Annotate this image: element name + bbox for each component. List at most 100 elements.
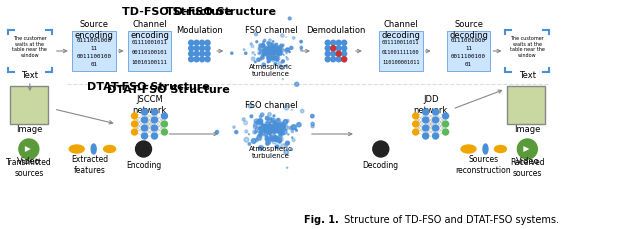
Circle shape — [272, 56, 273, 57]
Circle shape — [266, 138, 269, 142]
Circle shape — [325, 52, 330, 57]
Text: DTAT-FSO Structure: DTAT-FSO Structure — [107, 85, 229, 95]
Circle shape — [276, 60, 278, 62]
Circle shape — [282, 130, 287, 135]
Circle shape — [282, 61, 284, 63]
Text: The customer
waits at the
table near the
window: The customer waits at the table near the… — [12, 36, 47, 58]
Circle shape — [250, 44, 252, 46]
Circle shape — [272, 140, 276, 144]
Circle shape — [285, 142, 289, 145]
Ellipse shape — [495, 146, 506, 153]
Circle shape — [244, 130, 248, 134]
FancyBboxPatch shape — [72, 32, 116, 72]
Circle shape — [255, 122, 257, 123]
Circle shape — [268, 49, 269, 50]
Circle shape — [287, 167, 288, 169]
Circle shape — [277, 56, 278, 57]
Circle shape — [278, 140, 281, 143]
Circle shape — [278, 49, 280, 51]
Circle shape — [422, 109, 429, 115]
Circle shape — [342, 52, 347, 57]
Circle shape — [282, 128, 286, 132]
Circle shape — [271, 130, 273, 131]
Circle shape — [258, 129, 259, 130]
Circle shape — [244, 138, 249, 142]
Circle shape — [342, 46, 347, 52]
Circle shape — [200, 57, 205, 63]
Text: FSO channel: FSO channel — [244, 100, 298, 109]
Circle shape — [271, 127, 273, 129]
Circle shape — [269, 48, 271, 51]
Circle shape — [141, 109, 147, 115]
Circle shape — [280, 124, 285, 129]
Circle shape — [276, 61, 278, 62]
Circle shape — [264, 48, 267, 51]
Circle shape — [270, 56, 271, 58]
Circle shape — [273, 57, 277, 61]
Circle shape — [268, 46, 271, 50]
Circle shape — [268, 127, 273, 132]
Circle shape — [274, 122, 277, 125]
Circle shape — [271, 51, 273, 53]
Circle shape — [269, 49, 273, 53]
Circle shape — [216, 131, 219, 134]
Circle shape — [292, 125, 296, 130]
Circle shape — [336, 41, 341, 46]
Circle shape — [273, 50, 276, 53]
Circle shape — [270, 137, 273, 141]
Text: Transmitted
sources: Transmitted sources — [6, 158, 52, 177]
Circle shape — [266, 129, 269, 132]
Text: 0111001000: 0111001000 — [451, 37, 486, 42]
Circle shape — [271, 119, 275, 123]
Circle shape — [300, 49, 302, 51]
Circle shape — [270, 125, 273, 128]
Circle shape — [264, 50, 268, 53]
Circle shape — [141, 117, 147, 123]
Circle shape — [422, 134, 429, 139]
Circle shape — [269, 129, 272, 131]
FancyBboxPatch shape — [447, 32, 490, 72]
Circle shape — [274, 47, 276, 49]
Circle shape — [270, 51, 272, 53]
Circle shape — [189, 52, 194, 57]
Circle shape — [282, 79, 284, 80]
Circle shape — [255, 132, 256, 133]
Circle shape — [285, 143, 288, 146]
Circle shape — [275, 44, 278, 47]
Circle shape — [272, 51, 274, 53]
Circle shape — [265, 53, 269, 57]
Text: JDD
network: JDD network — [413, 95, 448, 114]
Circle shape — [286, 57, 287, 58]
Circle shape — [271, 121, 273, 123]
Circle shape — [275, 44, 277, 46]
Circle shape — [443, 121, 449, 128]
Circle shape — [262, 45, 264, 48]
Circle shape — [262, 50, 263, 51]
Circle shape — [283, 120, 288, 125]
Circle shape — [279, 51, 282, 53]
Text: Source
encoding: Source encoding — [74, 20, 113, 40]
Circle shape — [205, 46, 210, 52]
Circle shape — [132, 114, 138, 120]
Circle shape — [277, 124, 282, 129]
Circle shape — [194, 52, 199, 57]
Circle shape — [267, 130, 272, 135]
Circle shape — [269, 50, 271, 52]
Circle shape — [278, 49, 280, 52]
Circle shape — [269, 50, 271, 52]
Circle shape — [270, 132, 271, 133]
Circle shape — [194, 57, 199, 63]
Circle shape — [254, 120, 259, 124]
Circle shape — [275, 50, 276, 52]
Text: Encoding: Encoding — [126, 160, 161, 169]
Circle shape — [267, 50, 269, 52]
Circle shape — [269, 136, 272, 138]
Circle shape — [266, 141, 270, 145]
Circle shape — [262, 129, 266, 133]
Circle shape — [296, 130, 298, 132]
Circle shape — [194, 46, 199, 52]
Circle shape — [266, 143, 268, 145]
Circle shape — [268, 125, 271, 128]
Text: Atmospheric
turbulence: Atmospheric turbulence — [249, 63, 293, 76]
Text: 11: 11 — [90, 45, 97, 50]
